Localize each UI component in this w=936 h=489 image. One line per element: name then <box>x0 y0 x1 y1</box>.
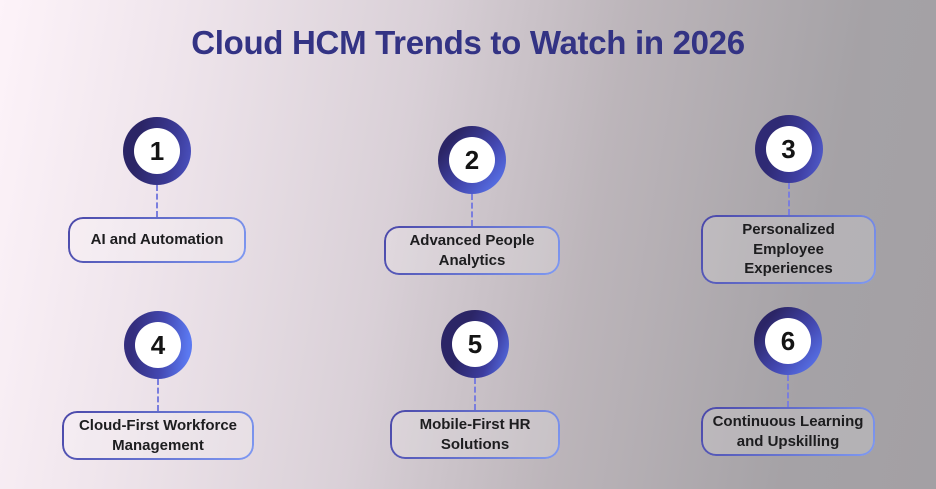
trend-6-number: 6 <box>780 325 796 356</box>
trend-3-connector-line <box>787 183 790 215</box>
trend-item-4: 4 Cloud-First Workforce Management <box>62 311 254 460</box>
trend-3-number: 3 <box>781 133 796 164</box>
trend-4-label-box: Cloud-First Workforce Management <box>62 411 254 460</box>
trend-6-number-badge-inner: 6 <box>765 318 811 364</box>
trend-5-label: Mobile-First HR Solutions <box>419 416 531 453</box>
trend-3-label-box: Personalized Employee Experiences <box>701 215 876 284</box>
trend-4-label: Cloud-First Workforce Management <box>78 417 238 454</box>
trend-3-number-badge-inner: 3 <box>765 126 812 172</box>
trend-2-label-box: Advanced People Analytics <box>384 226 560 275</box>
trend-3-label: Personalized Employee Experiences <box>742 221 835 277</box>
trend-3-number-badge: 3 <box>754 115 823 183</box>
trend-6-number-badge: 6 <box>754 307 822 375</box>
trend-item-1: 1 AI and Automation <box>68 117 246 263</box>
trend-5-number-badge: 5 <box>441 310 509 378</box>
trend-1-label: AI and Automation <box>90 231 224 249</box>
trend-5-connector-line <box>474 378 476 410</box>
trend-5-label-box: Mobile-First HR Solutions <box>390 410 560 459</box>
trend-6-connector-line <box>787 375 789 407</box>
page-title: Cloud HCM Trends to Watch in 2026 <box>191 24 745 61</box>
trend-4-connector-line <box>157 379 159 411</box>
trend-4-number: 4 <box>150 329 166 360</box>
trend-5-number: 5 <box>467 328 483 359</box>
trend-1-number: 1 <box>149 135 165 166</box>
trend-2-number: 2 <box>464 144 480 175</box>
trend-2-label: Advanced People Analytics <box>409 232 535 269</box>
trend-4-number-badge-inner: 4 <box>135 322 181 368</box>
trend-2-number-badge-inner: 2 <box>449 137 495 183</box>
trend-item-2: 2 Advanced People Analytics <box>384 126 560 275</box>
trend-item-3: 3 Personalized Employee Experiences <box>701 115 876 284</box>
trend-4-number-badge: 4 <box>124 311 192 379</box>
trend-2-connector-line <box>471 194 473 226</box>
trend-1-connector-line <box>156 185 158 217</box>
trend-item-5: 5 Mobile-First HR Solutions <box>390 310 560 459</box>
trend-item-6: 6 Continuous Learning and Upskilling <box>701 307 875 456</box>
trend-6-label-box: Continuous Learning and Upskilling <box>701 407 875 456</box>
trend-2-number-badge: 2 <box>438 126 506 194</box>
trend-1-label-box: AI and Automation <box>68 217 246 263</box>
trend-5-number-badge-inner: 5 <box>452 321 498 367</box>
trend-1-number-badge: 1 <box>123 117 191 185</box>
trend-1-number-badge-inner: 1 <box>134 128 180 174</box>
trend-6-label: Continuous Learning and Upskilling <box>712 413 864 450</box>
